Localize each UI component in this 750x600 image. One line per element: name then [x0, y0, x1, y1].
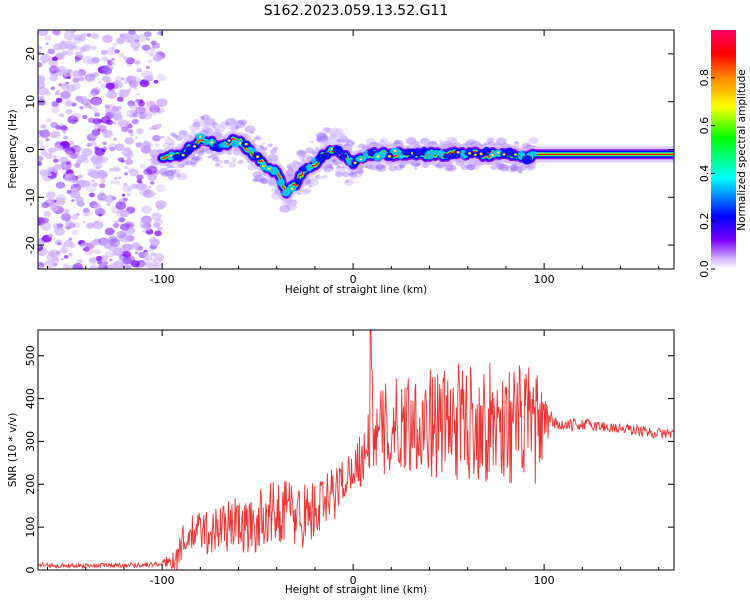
- figure-title: S162.2023.059.13.52.G11: [264, 3, 449, 19]
- snr-y-tick-label: 100: [24, 517, 37, 538]
- colorbar-tick-label: 0.0: [698, 260, 711, 278]
- noise-speckle: [38, 30, 168, 269]
- snr-frame: [37, 329, 675, 571]
- colorbar-title: Normalized spectral amplitude: [736, 69, 748, 230]
- colorbar-tick-label: 0.6: [698, 117, 711, 135]
- snr-y-axis-title: SNR (10 * v/v): [7, 413, 19, 488]
- snr-y-tick-label: 0: [24, 567, 37, 574]
- spectrogram-y-tick-label: -20: [24, 236, 37, 254]
- spectrogram-x-tick-label: 100: [534, 273, 555, 286]
- colorbar: 0.0 0.2 0.4 0.6 0.8 Normalized spectral ampl…: [698, 30, 748, 278]
- spectrogram-y-tick-label: 20: [24, 47, 37, 61]
- colorbar-tick-label: 0.4: [698, 165, 711, 183]
- snr-y-tick-label: 500: [24, 345, 37, 366]
- spectrogram-x-tick-label: -100: [150, 273, 175, 286]
- spectrogram-y-tick-label: 0: [24, 146, 37, 153]
- snr-x-tick-label: 100: [534, 574, 555, 587]
- snr-panel: -100 0 100 0 100 200 300 400 500 Height of strai…: [7, 329, 675, 596]
- snr-x-tick-label: 0: [350, 574, 357, 587]
- colorbar-tick-label: 0.8: [698, 69, 711, 87]
- spectrogram-x-tick-label: 0: [350, 273, 357, 286]
- spectrogram-y-axis-title: Frequency (Hz): [7, 109, 19, 188]
- snr-y-tick-label: 300: [24, 431, 37, 452]
- ridge-blobs: [167, 133, 538, 197]
- snr-x-axis-title: Height of straight line (km): [285, 584, 427, 596]
- spectrogram-x-axis-title: Height of straight line (km): [285, 284, 427, 296]
- spectrogram-y-tick-label: -10: [24, 188, 37, 206]
- snr-y-tick-label: 200: [24, 474, 37, 495]
- colorbar-tick-label: 0.2: [698, 212, 711, 230]
- colorbar-gradient: [711, 30, 736, 269]
- snr-line: [38, 330, 674, 570]
- spectrogram-y-tick-label: 10: [24, 95, 37, 109]
- snr-y-tick-label: 400: [24, 388, 37, 409]
- snr-x-tick-label: -100: [150, 574, 175, 587]
